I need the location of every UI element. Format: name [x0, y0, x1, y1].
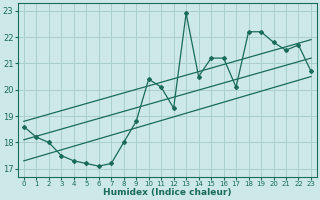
X-axis label: Humidex (Indice chaleur): Humidex (Indice chaleur): [103, 188, 232, 197]
